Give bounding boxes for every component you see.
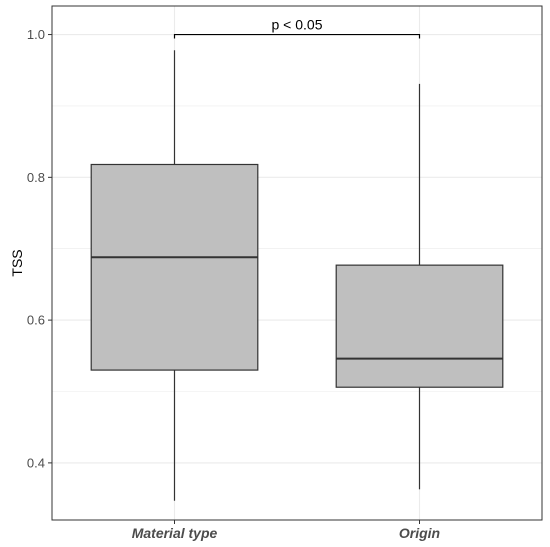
y-tick-label: 0.8 — [27, 170, 45, 185]
y-axis: 0.4 0.6 0.8 1.0 — [27, 27, 52, 470]
y-tick-label: 1.0 — [27, 27, 45, 42]
y-tick-label: 0.4 — [27, 455, 45, 470]
y-axis-label: TSS — [9, 249, 25, 276]
significance-annotation: p < 0.05 — [173, 17, 421, 39]
boxes-layer — [90, 50, 504, 501]
significance-bracket — [173, 33, 421, 39]
x-tick-label: Material type — [132, 525, 218, 541]
y-tick-label: 0.6 — [27, 313, 45, 328]
x-axis: Material type Origin — [132, 520, 440, 541]
x-tick-label: Origin — [399, 525, 440, 541]
box-iqr — [335, 264, 504, 388]
plot-panel-border — [51, 5, 543, 521]
box-iqr — [90, 163, 259, 371]
significance-label: p < 0.05 — [272, 17, 323, 33]
box-origin — [335, 83, 504, 490]
box-material-type — [90, 50, 259, 501]
